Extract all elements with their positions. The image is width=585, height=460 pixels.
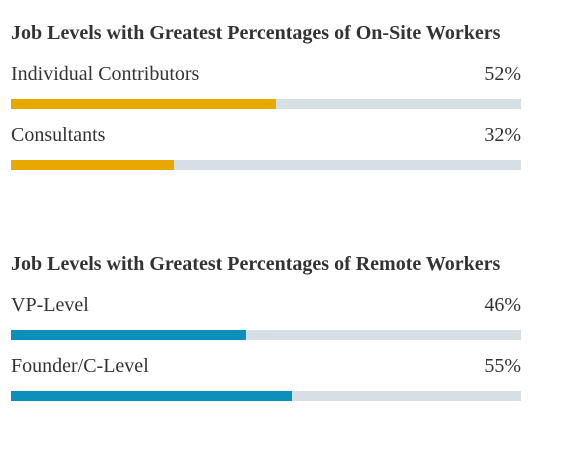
- bar-row: VP-Level 46%: [11, 293, 521, 340]
- bar-fill: [11, 391, 292, 401]
- bar-track: [11, 391, 521, 401]
- category-label: Founder/C-Level: [11, 355, 149, 377]
- onsite-section: Job Levels with Greatest Percentages of …: [11, 20, 521, 170]
- bar-row: Individual Contributors 52%: [11, 62, 521, 109]
- bar-row: Consultants 32%: [11, 123, 521, 170]
- bar-fill: [11, 160, 175, 170]
- chart-title: Job Levels with Greatest Percentages of …: [11, 253, 501, 275]
- category-label: Consultants: [11, 124, 106, 146]
- bar-track: [11, 330, 521, 340]
- remote-section: Job Levels with Greatest Percentages of …: [11, 251, 521, 401]
- category-label: Individual Contributors: [11, 63, 200, 85]
- bar-row: Founder/C-Level 55%: [11, 354, 521, 401]
- bar-track: [11, 99, 521, 109]
- value-label: 55%: [484, 355, 521, 377]
- chart-title: Job Levels with Greatest Percentages of …: [11, 22, 501, 44]
- category-label: VP-Level: [11, 294, 89, 316]
- bar-track: [11, 160, 521, 170]
- value-label: 46%: [484, 294, 521, 316]
- value-label: 52%: [484, 63, 521, 85]
- bar-fill: [11, 330, 246, 340]
- bar-fill: [11, 99, 277, 109]
- value-label: 32%: [484, 124, 521, 146]
